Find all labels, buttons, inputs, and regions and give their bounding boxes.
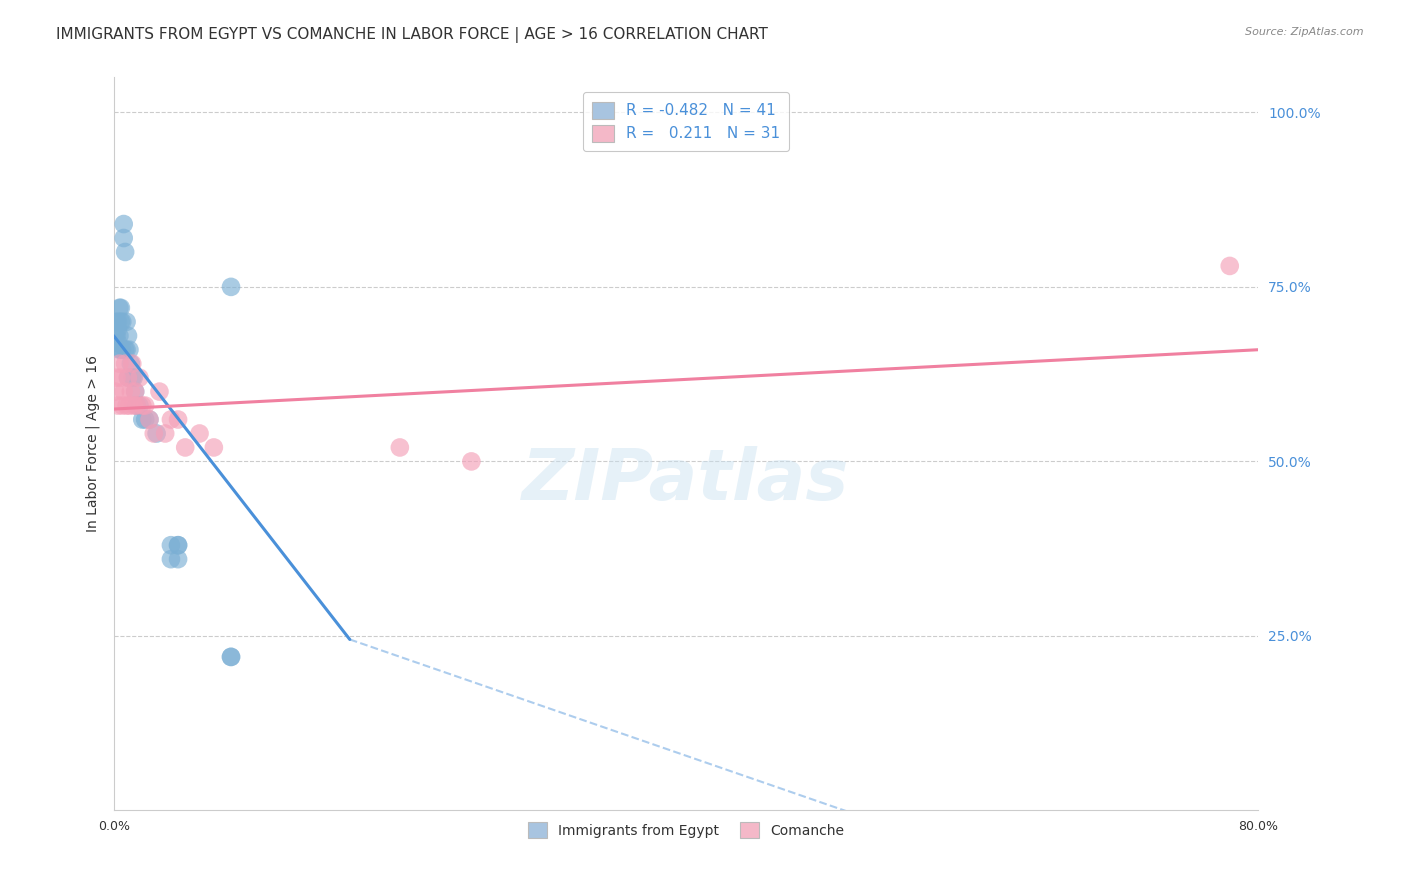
Point — [202, 441, 225, 455]
Point — [125, 399, 148, 413]
Point — [120, 384, 142, 399]
Point — [110, 301, 132, 315]
Point — [160, 552, 183, 566]
Point — [115, 315, 138, 329]
Point — [128, 370, 150, 384]
Point — [107, 335, 129, 350]
Point — [167, 412, 190, 426]
Point — [114, 357, 136, 371]
Point — [108, 343, 131, 357]
Point — [105, 328, 128, 343]
Point — [112, 217, 135, 231]
Point — [115, 343, 138, 357]
Point — [111, 315, 134, 329]
Point — [134, 412, 156, 426]
Text: ZIPatlas: ZIPatlas — [523, 446, 849, 515]
Point — [117, 370, 139, 384]
Point — [105, 370, 128, 384]
Point — [174, 441, 197, 455]
Point — [107, 322, 129, 336]
Point — [122, 370, 145, 384]
Point — [107, 399, 129, 413]
Point — [122, 399, 145, 413]
Point — [1219, 259, 1241, 273]
Point — [145, 426, 167, 441]
Point — [108, 301, 131, 315]
Point — [219, 649, 242, 664]
Point — [112, 231, 135, 245]
Point — [121, 357, 143, 371]
Point — [219, 280, 242, 294]
Point — [114, 343, 136, 357]
Point — [112, 384, 135, 399]
Point — [138, 412, 160, 426]
Legend: Immigrants from Egypt, Comanche: Immigrants from Egypt, Comanche — [522, 817, 851, 844]
Point — [118, 343, 141, 357]
Point — [121, 370, 143, 384]
Point — [104, 384, 127, 399]
Point — [138, 412, 160, 426]
Text: IMMIGRANTS FROM EGYPT VS COMANCHE IN LABOR FORCE | AGE > 16 CORRELATION CHART: IMMIGRANTS FROM EGYPT VS COMANCHE IN LAB… — [56, 27, 768, 43]
Text: Source: ZipAtlas.com: Source: ZipAtlas.com — [1246, 27, 1364, 37]
Point — [131, 399, 153, 413]
Point — [167, 552, 190, 566]
Point — [120, 357, 142, 371]
Point — [134, 399, 156, 413]
Point — [108, 328, 131, 343]
Point — [107, 315, 129, 329]
Point — [131, 412, 153, 426]
Point — [111, 399, 134, 413]
Point — [110, 315, 132, 329]
Point — [117, 370, 139, 384]
Point — [142, 426, 165, 441]
Point — [167, 538, 190, 552]
Point — [460, 454, 482, 468]
Point — [110, 343, 132, 357]
Point — [111, 343, 134, 357]
Point — [110, 370, 132, 384]
Point — [108, 357, 131, 371]
Y-axis label: In Labor Force | Age > 16: In Labor Force | Age > 16 — [86, 356, 100, 533]
Point — [388, 441, 411, 455]
Point — [125, 399, 148, 413]
Point — [117, 328, 139, 343]
Point — [153, 426, 176, 441]
Point — [167, 538, 190, 552]
Point — [188, 426, 211, 441]
Point — [104, 328, 127, 343]
Point — [124, 384, 146, 399]
Point — [115, 399, 138, 413]
Point — [118, 399, 141, 413]
Point — [114, 244, 136, 259]
Point — [160, 538, 183, 552]
Point — [219, 649, 242, 664]
Point — [124, 384, 146, 399]
Point — [148, 384, 170, 399]
Point — [160, 412, 183, 426]
Point — [128, 399, 150, 413]
Point — [105, 315, 128, 329]
